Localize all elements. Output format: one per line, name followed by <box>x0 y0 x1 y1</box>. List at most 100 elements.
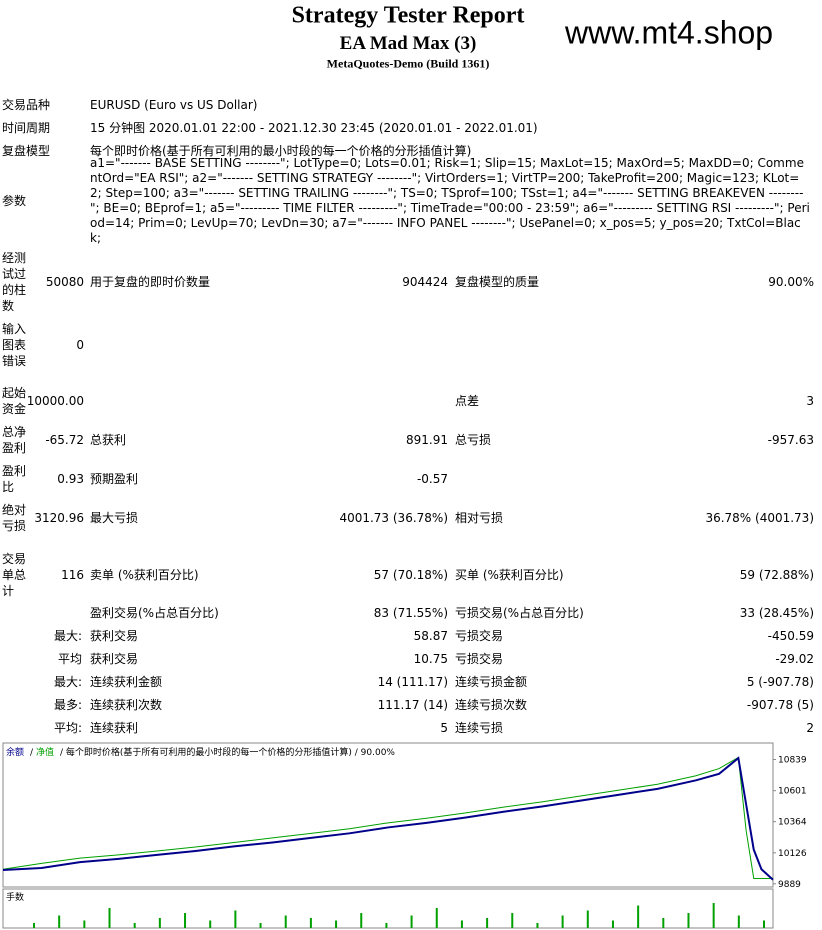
cell-label: 连续获利金额 <box>90 675 163 689</box>
lots-frame <box>2 888 774 929</box>
cell-value: 111.17 (14) <box>377 698 448 712</box>
row-value: 3120.96 <box>34 511 84 525</box>
cell-label: 总获利 <box>90 433 127 447</box>
cell-value: -907.78 (5) <box>746 698 814 712</box>
cell-label: 连续亏损 <box>455 721 504 735</box>
lots-bar <box>209 920 212 928</box>
cell-label: 获利交易 <box>90 652 139 666</box>
lots-bar <box>83 920 86 928</box>
lots-bar <box>687 913 690 928</box>
row-label: 时间周期 <box>2 121 51 135</box>
row-label: 起始资金 <box>2 386 27 416</box>
legend-separator: / <box>30 748 34 758</box>
cell-value: 10.75 <box>413 652 448 666</box>
series-line <box>2 756 773 879</box>
cell-value: 59 (72.88%) <box>739 568 814 582</box>
cell-label: 亏损交易 <box>455 629 504 643</box>
lots-bar <box>184 913 187 928</box>
cell-value: 2 <box>806 721 814 735</box>
row-label: 输入图表错误 <box>2 322 27 368</box>
lots-bar <box>33 923 35 928</box>
lots-bar <box>360 913 363 928</box>
cell-label: 连续亏损次数 <box>455 698 528 712</box>
chart: 9889 10126 10364 10601 10839 余额 / 净值 / 每个即时价格(基于… <box>2 742 807 929</box>
lots-bar <box>460 920 463 928</box>
lots-bar <box>511 913 514 928</box>
row-value: -65.72 <box>45 433 84 447</box>
row-label: 交易单总计 <box>2 552 27 598</box>
server: MetaQuotes-Demo (Build 1361) <box>326 56 490 71</box>
cell-label: 用于复盘的即时价数量 <box>90 275 211 289</box>
cell-value: 14 (111.17) <box>377 675 448 689</box>
cell-label: 买单 (%获利百分比) <box>455 568 564 582</box>
cell-label: 相对亏损 <box>455 511 504 525</box>
cell-value: 57 (70.18%) <box>373 568 448 582</box>
lots-bar <box>259 923 262 928</box>
plot-frame <box>2 742 774 888</box>
params: a1="------- BASE SETTING --------"; LotT… <box>90 156 810 245</box>
cell-label: 复盘模型的质量 <box>455 275 540 289</box>
lots-bar <box>561 915 564 928</box>
lots-bar <box>662 918 665 928</box>
cell-value: 3 <box>806 394 814 408</box>
row-value: 10000.00 <box>26 394 84 408</box>
row-prefix: 最大: <box>53 675 82 689</box>
y-tick-label: 10601 <box>778 787 807 797</box>
cell-label: 获利交易 <box>90 629 139 643</box>
legend-entry: 余额 <box>6 746 24 758</box>
cell-label: 最大亏损 <box>90 511 139 525</box>
lots-bar <box>536 923 539 928</box>
y-tick-label: 10364 <box>778 818 807 828</box>
row-prefix: 最多: <box>53 698 82 712</box>
row-value: 0 <box>76 338 84 352</box>
lots-bar <box>410 915 413 928</box>
lots-bar <box>234 910 237 928</box>
lots-bar <box>712 903 715 928</box>
cell-value: 33 (28.45%) <box>739 606 814 620</box>
lots-bar <box>637 905 640 928</box>
cell-value: 904424 <box>402 275 448 289</box>
cell-label: 点差 <box>455 394 480 408</box>
lots-bar <box>611 920 614 928</box>
legend-text: / 每个即时价格(基于所有可利用的最小时段的每一个价格的分形插值计算) / 90… <box>60 746 395 758</box>
y-tick-label: 9889 <box>778 880 801 890</box>
cell-value: 90.00% <box>768 275 814 289</box>
cell-label: 亏损交易 <box>455 652 504 666</box>
cell-label: 预期盈利 <box>90 472 139 486</box>
cell-value: 36.78% (4001.73) <box>705 511 814 525</box>
row-label: 复盘模型 <box>2 144 51 158</box>
cell-value: -0.57 <box>416 472 448 486</box>
lots-bar <box>486 918 489 928</box>
cell-label: 盈利交易(%占总百分比) <box>90 606 219 620</box>
cell-label: 连续亏损金额 <box>455 675 528 689</box>
lots-bar <box>737 915 740 928</box>
cell-value: 5 <box>440 721 448 735</box>
y-tick-label: 10126 <box>778 849 807 859</box>
lots-bar <box>763 920 765 928</box>
row-label: 参数 <box>2 194 27 208</box>
row-label: 盈利比 <box>2 464 27 494</box>
row-value: 116 <box>61 568 84 582</box>
lots-label: 手数 <box>6 891 24 903</box>
cell-label: 亏损交易(%占总百分比) <box>455 606 584 620</box>
lots-bar <box>586 910 589 928</box>
cell-value: -957.63 <box>767 433 814 447</box>
lots-bar <box>309 918 312 928</box>
cell-value: -29.02 <box>775 652 814 666</box>
row-label: 经测试过的柱数 <box>2 251 27 313</box>
row-label: 总净盈利 <box>2 425 27 455</box>
cell-label: 连续获利 <box>90 721 139 735</box>
row-label: 交易品种 <box>2 98 51 112</box>
series-line <box>2 756 774 881</box>
row-prefix: 平均: <box>53 721 82 735</box>
row-value: 50080 <box>45 275 84 289</box>
row-value: 每个即时价格(基于所有可利用的最小时段的每一个价格的分形插值计算) <box>90 144 472 158</box>
lots-bar <box>435 908 438 928</box>
cell-label: 连续获利次数 <box>90 698 163 712</box>
lots-bar <box>284 915 287 928</box>
cell-label: 总亏损 <box>455 433 492 447</box>
title: Strategy Tester Report <box>291 2 525 29</box>
row-value: 0.93 <box>57 472 84 486</box>
subtitle: EA Mad Max (3) <box>339 33 477 54</box>
